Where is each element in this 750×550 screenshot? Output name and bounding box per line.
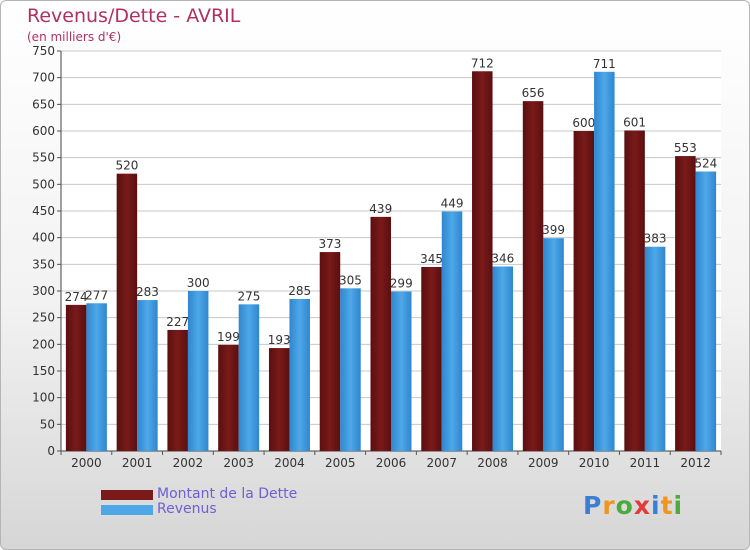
data-label-dette-2005: 373 <box>319 237 342 251</box>
data-label-revenus-2005: 305 <box>339 273 362 287</box>
brand-logo-letter: x <box>633 491 651 520</box>
y-tick-label: 0 <box>47 444 55 458</box>
bar-dette-2001 <box>116 173 138 451</box>
brand-logo-letter: o <box>615 491 634 520</box>
chart-title: Revenus/Dette - AVRIL <box>27 5 241 27</box>
data-label-revenus-2002: 300 <box>187 276 210 290</box>
y-tick-label: 250 <box>32 311 55 325</box>
bar-revenus-2005 <box>340 288 361 451</box>
data-label-dette-2000: 274 <box>65 290 88 304</box>
bar-revenus-2002 <box>187 291 209 451</box>
bar-dette-2006 <box>370 216 391 451</box>
y-tick-label: 200 <box>32 337 55 351</box>
brand-logo-letter: t <box>660 491 674 520</box>
legend-swatch-dette <box>101 490 153 500</box>
y-tick-label: 550 <box>32 151 55 165</box>
y-tick-label: 50 <box>40 417 55 431</box>
data-label-revenus-2007: 449 <box>441 197 464 211</box>
legend-label-dette: Montant de la Dette <box>157 486 298 502</box>
brand-logo: Proxiti <box>583 491 683 520</box>
x-tick-label-2004: 2004 <box>274 456 305 470</box>
data-label-dette-2001: 520 <box>115 159 138 173</box>
bar-revenus-2003 <box>238 304 260 451</box>
bar-dette-2010 <box>573 131 595 451</box>
x-tick-label-2010: 2010 <box>579 456 610 470</box>
bar-dette-2007 <box>421 267 442 451</box>
bar-dette-2011 <box>624 130 645 451</box>
bar-dette-2004 <box>268 348 290 451</box>
x-tick-label-2008: 2008 <box>477 456 508 470</box>
bar-dette-2005 <box>319 252 341 451</box>
y-tick-label: 350 <box>32 257 55 271</box>
data-label-dette-2006: 439 <box>369 202 392 216</box>
data-label-dette-2004: 193 <box>268 333 291 347</box>
x-tick-label-2012: 2012 <box>680 456 711 470</box>
bar-revenus-2007 <box>441 211 463 451</box>
data-label-dette-2002: 227 <box>166 315 189 329</box>
bar-revenus-2006 <box>391 291 412 451</box>
data-label-revenus-2008: 346 <box>491 251 514 265</box>
data-label-revenus-2000: 277 <box>85 288 108 302</box>
legend-swatch-revenus <box>101 505 153 515</box>
brand-logo-letter: i <box>673 491 684 520</box>
bar-revenus-2012 <box>695 171 717 452</box>
y-tick-label: 300 <box>32 284 55 298</box>
data-label-revenus-2011: 383 <box>644 232 667 246</box>
y-tick-label: 650 <box>32 97 55 111</box>
data-label-dette-2012: 553 <box>674 141 697 155</box>
data-label-revenus-2006: 299 <box>390 277 413 291</box>
brand-logo-letter: i <box>651 491 661 520</box>
bar-dette-2003 <box>218 344 239 451</box>
data-label-dette-2009: 656 <box>522 86 545 100</box>
x-tick-label-2003: 2003 <box>223 456 254 470</box>
x-tick-label-2001: 2001 <box>122 456 153 470</box>
bar-revenus-2010 <box>594 71 615 452</box>
x-tick-label-2005: 2005 <box>325 456 356 470</box>
y-tick-label: 450 <box>32 204 55 218</box>
bar-dette-2009 <box>522 101 544 451</box>
y-tick-label: 400 <box>32 231 55 245</box>
bar-revenus-2008 <box>492 266 514 451</box>
y-tick-label: 750 <box>32 44 55 58</box>
data-label-revenus-2012: 524 <box>694 157 717 171</box>
bar-revenus-2011 <box>644 246 666 451</box>
x-tick-label-2011: 2011 <box>630 456 661 470</box>
bar-revenus-2009 <box>543 238 564 451</box>
data-label-revenus-2003: 275 <box>237 289 260 303</box>
data-label-revenus-2009: 399 <box>542 223 565 237</box>
brand-logo-letter: P <box>583 491 603 520</box>
bar-dette-2000 <box>65 304 87 451</box>
x-tick-label-2006: 2006 <box>376 456 407 470</box>
x-tick-label-2009: 2009 <box>528 456 559 470</box>
bar-revenus-2001 <box>137 300 158 451</box>
legend-label-revenus: Revenus <box>157 501 217 517</box>
y-tick-label: 150 <box>32 364 55 378</box>
x-tick-label-2000: 2000 <box>71 456 102 470</box>
data-label-dette-2011: 601 <box>623 115 646 129</box>
y-tick-label: 100 <box>32 391 55 405</box>
bar-dette-2012 <box>675 156 696 452</box>
data-label-revenus-2004: 285 <box>288 284 311 298</box>
bar-dette-2002 <box>167 329 188 451</box>
bar-dette-2008 <box>472 71 493 452</box>
data-label-revenus-2010: 711 <box>593 57 616 71</box>
x-tick-label-2002: 2002 <box>173 456 204 470</box>
bar-revenus-2004 <box>289 299 310 451</box>
data-label-dette-2003: 199 <box>217 330 240 344</box>
y-tick-label: 700 <box>32 71 55 85</box>
data-label-dette-2010: 600 <box>572 116 595 130</box>
y-tick-label: 500 <box>32 177 55 191</box>
data-label-dette-2008: 712 <box>471 56 494 70</box>
chart-subtitle: (en milliers d'€) <box>27 30 122 44</box>
y-tick-label: 600 <box>32 124 55 138</box>
x-tick-label-2007: 2007 <box>426 456 457 470</box>
bar-revenus-2000 <box>86 303 107 451</box>
data-label-revenus-2001: 283 <box>136 285 159 299</box>
data-label-dette-2007: 345 <box>420 252 443 266</box>
brand-logo-letter: r <box>602 491 616 520</box>
